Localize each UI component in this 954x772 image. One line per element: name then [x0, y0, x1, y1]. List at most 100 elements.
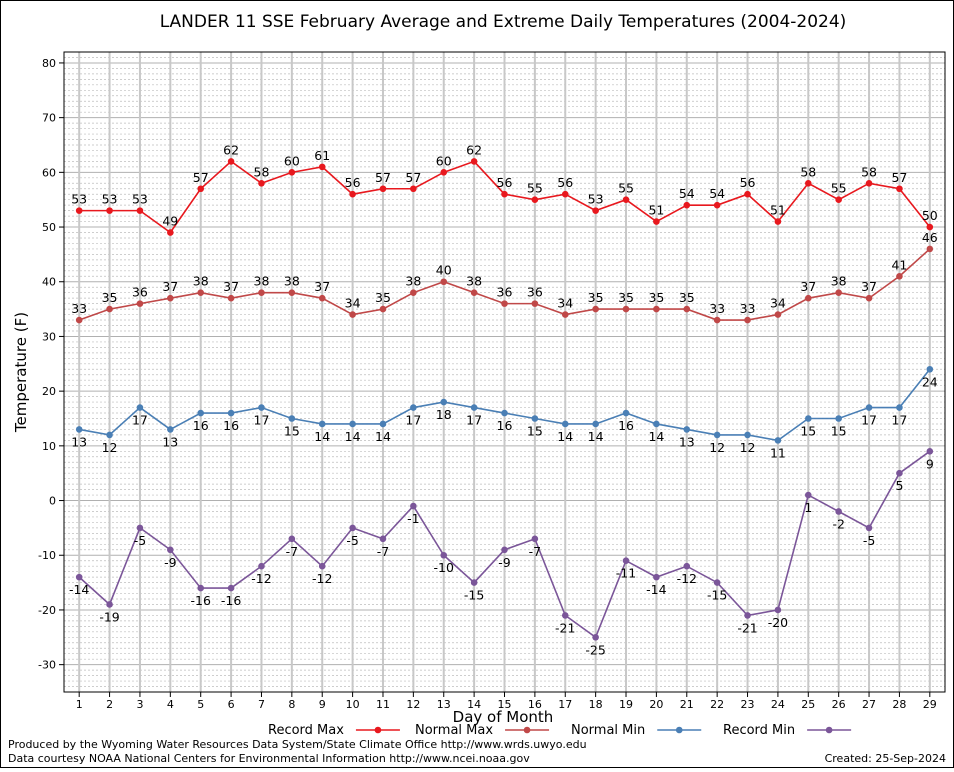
normal-max-point: [865, 294, 873, 302]
normal-max-point: [106, 305, 113, 313]
record-min-point: [865, 524, 873, 532]
normal-min-point: [470, 404, 478, 411]
record-max-data-label: 57: [891, 170, 907, 185]
record-max-series: 53 53 53 49 57 62 58 60 61 56 57 57 60 62 56 55 56 53 55 51…: [71, 142, 938, 236]
record-min-point: [410, 502, 417, 510]
normal-max-point: [622, 305, 630, 313]
normal-max-data-label: 38: [831, 274, 847, 289]
normal-max-point: [470, 289, 478, 296]
x-tick-label: 15: [498, 698, 512, 711]
normal-max-point: [774, 311, 782, 318]
normal-min-data-label: 17: [254, 413, 270, 428]
footer-courtesy: Data courtesy NOAA National Centers for …: [8, 752, 530, 765]
record-max-point: [318, 163, 326, 171]
record-max-data-label: 53: [588, 192, 604, 207]
record-min-data-label: -1: [407, 511, 419, 526]
normal-min-point: [622, 409, 630, 417]
record-min-data-label: -16: [190, 593, 210, 608]
x-tick-label: 21: [680, 698, 694, 711]
normal-min-data-label: 12: [709, 440, 725, 455]
legend-marker-normal-max: [523, 726, 531, 734]
normal-min-data-label: 17: [405, 413, 421, 428]
normal-max-point: [531, 300, 539, 307]
y-tick-label: 30: [42, 330, 56, 343]
legend-marker-record-max: [374, 726, 382, 734]
normal-min-point: [197, 409, 205, 417]
record-min-data-label: -21: [555, 620, 575, 635]
record-min-point: [896, 469, 903, 477]
normal-min-point: [440, 398, 448, 406]
normal-min-point: [318, 420, 326, 428]
normal-min-point: [106, 431, 113, 439]
normal-max-data-label: 37: [314, 279, 330, 294]
record-min-point: [622, 557, 630, 565]
record-min-data-label: -21: [737, 620, 757, 635]
normal-max-data-label: 33: [71, 301, 87, 316]
normal-min-data-label: 14: [557, 429, 573, 444]
normal-min-point: [531, 415, 539, 422]
normal-min-data-label: 13: [679, 434, 695, 449]
normal-max-data-label: 35: [375, 290, 391, 305]
record-min-series: -14 -19 -5 -9 -16 -16 -12 -7 -12 -5 -7 -1 -10 -15 -9 -7…: [69, 448, 934, 657]
record-min-data-label: -25: [585, 642, 605, 657]
footer-produced-by: Produced by the Wyoming Water Resources …: [8, 738, 587, 751]
normal-min-data-label: 15: [800, 423, 816, 438]
record-min-data-label: -12: [677, 571, 697, 586]
x-tick-label: 28: [892, 698, 906, 711]
record-min-point: [440, 551, 448, 559]
footer-created: Created: 25-Sep-2024: [825, 752, 946, 765]
normal-max-point: [440, 278, 448, 286]
x-tick-label: 7: [258, 698, 265, 711]
record-max-point: [288, 169, 296, 176]
normal-max-point: [75, 316, 83, 324]
record-min-point: [926, 448, 934, 455]
y-tick-label: 70: [42, 112, 56, 125]
record-max-data-label: 53: [132, 192, 148, 207]
record-max-point: [804, 179, 812, 187]
normal-min-data-label: 14: [314, 429, 330, 444]
normal-min-data-label: 14: [588, 429, 604, 444]
record-max-point: [835, 196, 842, 203]
record-max-data-label: 62: [223, 142, 239, 157]
normal-min-point: [865, 404, 873, 411]
normal-max-data-label: 38: [284, 274, 300, 289]
record-max-point: [774, 218, 782, 225]
normal-min-data-label: 12: [740, 440, 756, 455]
record-min-data-label: -20: [768, 615, 788, 630]
normal-min-data-label: 17: [466, 413, 482, 428]
normal-max-data-label: 46: [922, 230, 938, 245]
x-tick-label: 8: [288, 698, 295, 711]
legend-label-normal-min: Normal Min: [571, 723, 645, 738]
x-axis-label: Day of Month: [453, 708, 554, 726]
normal-max-data-label: 37: [861, 279, 877, 294]
record-max-data-label: 55: [527, 181, 543, 196]
record-max-point: [744, 190, 751, 198]
record-max-data-label: 50: [922, 208, 938, 223]
record-min-data-label: 1: [804, 500, 812, 515]
record-min-data-label: -12: [251, 571, 271, 586]
normal-min-point: [804, 415, 812, 422]
x-tick-label: 27: [862, 698, 876, 711]
record-min-data-label: 5: [895, 478, 903, 493]
record-max-data-label: 56: [557, 175, 573, 190]
record-max-point: [167, 229, 174, 236]
normal-min-point: [379, 420, 387, 428]
record-min-point: [744, 612, 751, 619]
x-tick-label: 10: [346, 698, 360, 711]
y-tick-label: 60: [42, 166, 56, 179]
record-max-point: [622, 196, 630, 203]
x-tick-label: 19: [619, 698, 633, 711]
record-max-data-label: 56: [740, 175, 756, 190]
x-tick-label: 11: [376, 698, 390, 711]
record-max-point: [561, 190, 569, 198]
normal-max-data-label: 34: [557, 296, 573, 311]
normal-min-data-label: 17: [132, 413, 148, 428]
record-min-point: [106, 601, 113, 608]
normal-max-point: [896, 272, 903, 280]
record-max-data-label: 58: [800, 164, 816, 179]
record-min-point: [713, 579, 721, 586]
record-min-point: [197, 584, 205, 592]
x-tick-label: 14: [467, 698, 481, 711]
